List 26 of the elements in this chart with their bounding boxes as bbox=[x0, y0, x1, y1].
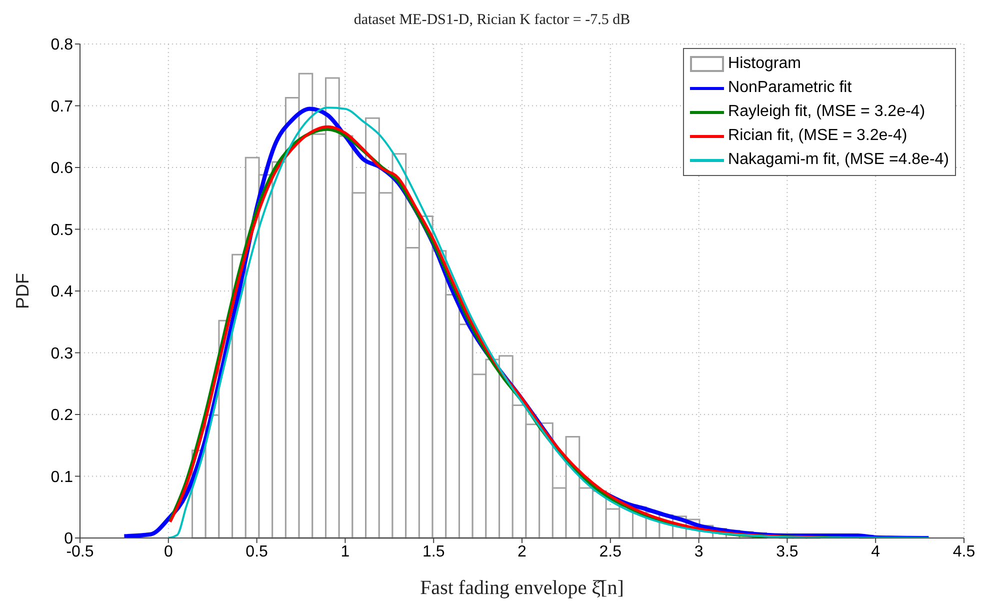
y-tick-label: 0.4 bbox=[50, 284, 74, 301]
x-tick-label: 4 bbox=[871, 543, 880, 560]
y-tick-label: 0.2 bbox=[50, 407, 74, 424]
x-tick-label: 0 bbox=[164, 543, 173, 560]
legend-label: Rician fit, (MSE = 3.2e-4) bbox=[728, 127, 908, 145]
x-tick-label: 2 bbox=[518, 543, 527, 560]
y-tick-label: 0.3 bbox=[50, 345, 74, 362]
x-tick-label: 3.5 bbox=[776, 543, 798, 560]
x-tick-label: 3 bbox=[694, 543, 704, 560]
x-tick-label: 1.5 bbox=[422, 543, 445, 560]
x-axis-title: Fast fading envelope ξ̂[n] bbox=[420, 577, 624, 599]
legend-label: NonParametric fit bbox=[728, 79, 852, 97]
y-tick-label: 0.6 bbox=[50, 160, 74, 178]
y-tick-label: 0.7 bbox=[50, 98, 74, 116]
legend-label: Nakagami-m fit, (MSE =4.8e-4) bbox=[728, 151, 949, 169]
x-tick-label: 1 bbox=[340, 543, 350, 560]
legend-label: Rayleigh fit, (MSE = 3.2e-4) bbox=[728, 103, 926, 121]
chart-title: dataset ME-DS1-D, Rician K factor = -7.5 dB bbox=[352, 12, 632, 29]
y-axis-title: PDF bbox=[12, 272, 32, 309]
y-tick-label: 0.1 bbox=[50, 468, 74, 486]
x-tick-label: 2.5 bbox=[599, 543, 622, 560]
x-tick-label: 0.5 bbox=[246, 543, 268, 560]
y-tick-label: 0.5 bbox=[50, 222, 74, 239]
legend-label: Histogram bbox=[728, 55, 801, 73]
y-tick-label: 0.8 bbox=[50, 36, 74, 54]
x-tick-label: 4.5 bbox=[952, 543, 976, 560]
